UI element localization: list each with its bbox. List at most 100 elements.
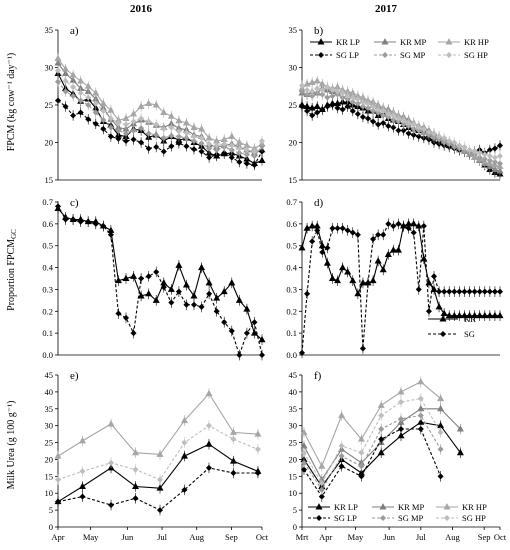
data-point [405, 130, 412, 137]
data-point [395, 115, 402, 122]
y-tick-label: 0.0 [42, 350, 53, 360]
data-point [108, 502, 115, 509]
data-point [168, 124, 175, 131]
data-point [466, 288, 473, 295]
data-point [85, 116, 92, 123]
y-axis-label-proportion-main: Proportion FPCM [6, 239, 17, 311]
y-tick-label: 0 [293, 522, 297, 532]
year-label-2016: 2016 [130, 3, 153, 15]
panel-d: 0.0 0.1 0.2 0.3 0.4 0.5 0.6 0.7 d) KR SG [286, 197, 504, 360]
y-tick-label: 25 [45, 438, 54, 448]
series-line [303, 397, 442, 485]
data-point [430, 273, 438, 280]
data-point [250, 329, 258, 336]
data-point [354, 231, 361, 238]
data-point [395, 127, 402, 134]
data-point [213, 308, 220, 315]
data-point [54, 476, 62, 483]
y-tick-label: 35 [289, 25, 298, 35]
data-point [375, 121, 382, 128]
data-point [168, 132, 175, 139]
data-point [349, 276, 357, 284]
data-point [167, 285, 175, 292]
data-point [92, 100, 99, 107]
data-point [349, 107, 356, 115]
data-point [122, 130, 130, 137]
data-point [338, 411, 346, 419]
data-point [319, 249, 326, 256]
data-point [390, 124, 397, 131]
data-point [456, 425, 464, 432]
y-tick-label: 0.3 [42, 284, 53, 294]
legend-marker [315, 503, 323, 510]
series-line [301, 104, 501, 154]
legend-marker [445, 38, 453, 45]
data-point [471, 311, 479, 319]
data-point [308, 222, 316, 229]
x-tick-label: Jun [383, 532, 396, 542]
panel-label-a: a) [70, 25, 79, 37]
data-point [319, 106, 326, 113]
series-line [303, 381, 441, 468]
data-point [122, 121, 130, 128]
data-point [62, 216, 69, 223]
data-point [235, 296, 243, 303]
data-point [205, 464, 212, 471]
y-tick-label: 0 [49, 522, 53, 532]
data-point [380, 119, 387, 127]
data-point [205, 279, 213, 286]
data-point [415, 124, 422, 131]
data-point [107, 106, 115, 113]
data-point [137, 102, 145, 109]
series-kr-hp [300, 376, 445, 472]
data-point [243, 146, 250, 154]
data-point [130, 330, 137, 337]
panel-a: 15 20 25 30 35 a) [45, 25, 266, 185]
data-point [137, 292, 145, 299]
x-tick-label: Jul [416, 532, 427, 542]
data-point [486, 288, 493, 295]
data-point [334, 276, 342, 284]
y-tick-label: 20 [45, 138, 54, 148]
data-point [254, 469, 261, 476]
data-point [329, 101, 336, 109]
data-point [254, 446, 261, 453]
data-point [339, 263, 347, 271]
data-point [77, 218, 84, 225]
data-point [455, 311, 463, 319]
data-point [300, 449, 308, 456]
data-point [132, 495, 139, 502]
y-tick-label: 15 [289, 471, 298, 481]
data-point [339, 225, 346, 232]
data-point [435, 303, 443, 310]
series-line [301, 101, 501, 175]
data-point [354, 95, 361, 103]
data-point [410, 121, 417, 128]
legend-marker [315, 514, 323, 522]
y-axis-label-fpcm: FPCM (kg cow⁻¹ day⁻¹) [6, 53, 17, 152]
data-point [138, 115, 145, 122]
data-point [314, 85, 321, 92]
data-point [258, 351, 266, 359]
data-point [445, 311, 453, 319]
data-point [175, 116, 183, 124]
legend-b: KR LP KR MP KR HP SG LP SG MP SG HP [310, 37, 489, 60]
data-point [476, 149, 483, 157]
data-point [446, 137, 453, 145]
data-point [378, 436, 385, 443]
data-point [324, 94, 331, 101]
data-point [77, 109, 84, 116]
data-point [298, 349, 306, 356]
data-point [339, 89, 346, 97]
data-point [359, 98, 366, 106]
legend-marker [317, 38, 325, 45]
series-kr [54, 203, 266, 346]
data-point [228, 154, 235, 161]
data-point [334, 225, 341, 232]
y-tick-label: 15 [45, 175, 54, 185]
data-point [496, 311, 504, 319]
y-tick-label: 0.5 [286, 241, 297, 251]
data-point [405, 119, 412, 127]
data-point [397, 415, 405, 422]
